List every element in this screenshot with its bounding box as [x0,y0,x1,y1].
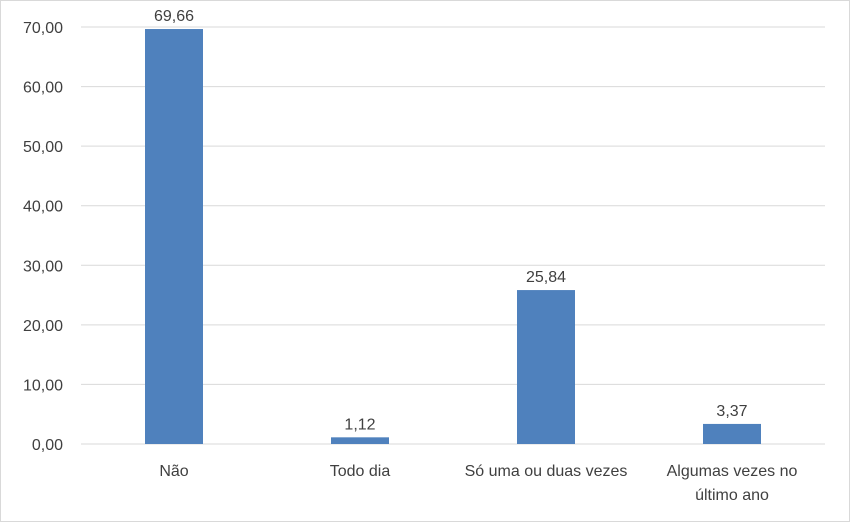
y-tick-label: 40,00 [23,199,63,216]
y-tick-label: 50,00 [23,139,63,156]
x-category-label: último ano [695,487,769,504]
data-label: 69,66 [154,8,194,25]
x-category-label: Todo dia [330,463,391,480]
data-label: 1,12 [344,416,375,433]
y-tick-label: 20,00 [23,318,63,335]
x-category-label: Não [159,463,188,480]
x-category-label: Só uma ou duas vezes [465,463,628,480]
y-tick-label: 10,00 [23,377,63,394]
y-tick-label: 70,00 [23,20,63,37]
bar [145,29,203,445]
bar [331,437,389,444]
y-tick-label: 30,00 [23,258,63,275]
bar [517,290,575,444]
y-tick-label: 60,00 [23,80,63,97]
data-label: 3,37 [716,403,747,420]
data-label: 25,84 [526,269,566,286]
x-category-label: Algumas vezes no [667,463,798,480]
y-tick-label: 0,00 [32,437,63,454]
bar [703,423,761,444]
